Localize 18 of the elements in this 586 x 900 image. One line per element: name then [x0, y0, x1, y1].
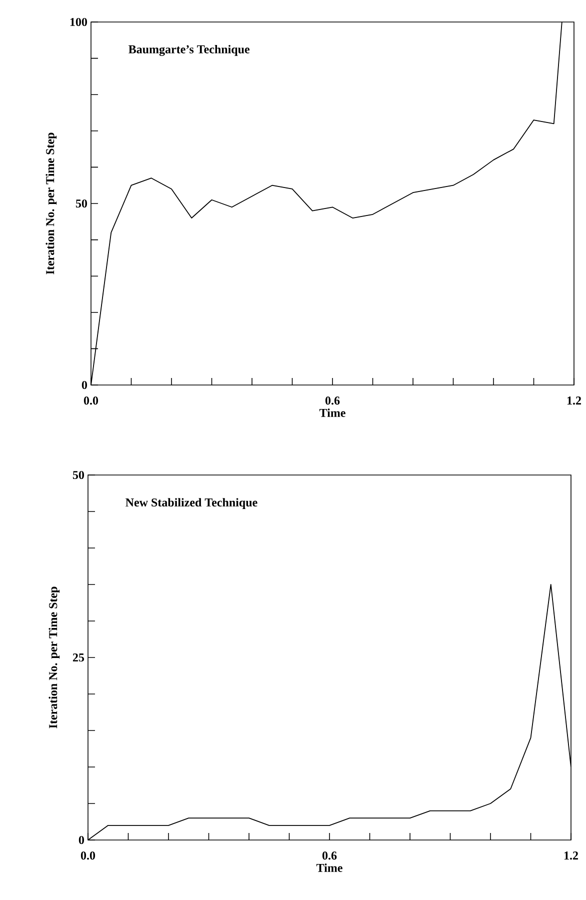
y-tick-label: 25	[72, 653, 84, 662]
y-tick-label: 50	[76, 199, 87, 208]
x-tick-label: 1.2	[567, 396, 581, 405]
x-tick-label: 0.6	[325, 396, 340, 405]
text: Baumgarte’s Technique	[128, 44, 250, 56]
x-tick-label: 0.6	[322, 852, 337, 860]
text: New Stabilized Technique	[126, 498, 258, 509]
y-axis-title: Iteration No. per Time Step	[48, 586, 60, 728]
x-axis-title: Time	[319, 408, 346, 417]
y-tick-label: 50	[72, 470, 84, 480]
x-tick-label: 0.0	[80, 852, 96, 860]
x-tick-label: 0.0	[84, 396, 98, 405]
y-axis-title: Iteration No. per Time Step	[46, 132, 57, 274]
x-axis-title: Time	[316, 864, 342, 872]
y-tick-label: 100	[70, 18, 87, 26]
y-tick-label: 0	[78, 836, 84, 844]
y-tick-label: 0	[82, 380, 87, 390]
x-tick-label: 1.2	[564, 852, 578, 860]
